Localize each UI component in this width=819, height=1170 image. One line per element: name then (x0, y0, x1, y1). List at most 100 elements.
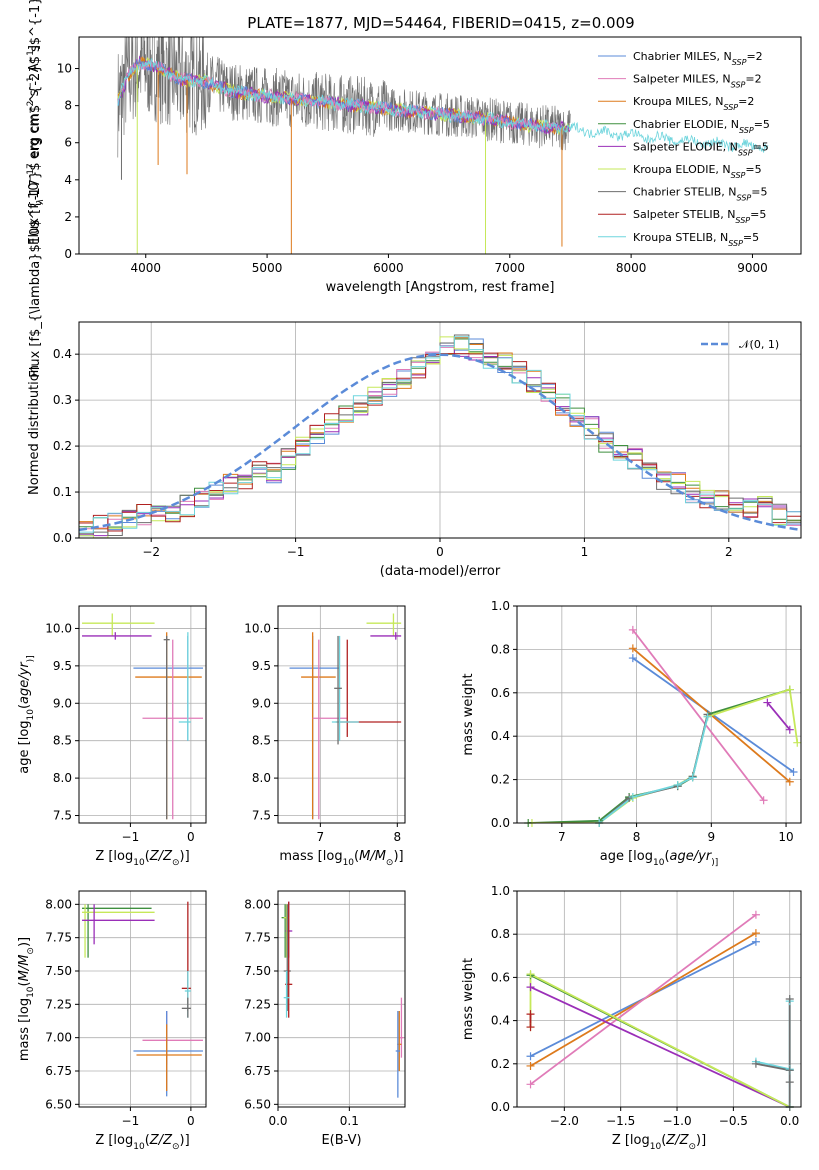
plot-area (79, 606, 206, 823)
plus-marker (785, 685, 794, 694)
label-part: )] (180, 849, 190, 864)
legend-label: Kroupa ELODIE, NSSP=5 (633, 163, 762, 180)
legend-text: Chabrier STELIB, N (633, 186, 737, 199)
x-tick-label: −2 (142, 545, 160, 559)
y-tick-label: 8.0 (252, 771, 271, 785)
label-part: Z/Z (149, 849, 173, 864)
label-part: 10 (343, 858, 355, 868)
legend-suffix: =5 (751, 186, 767, 199)
y-axis-label: Normed distribution (27, 365, 42, 495)
label-part: 10 (653, 858, 665, 868)
x-tick-label: −1 (287, 545, 305, 559)
y-tick-label: 9.5 (252, 659, 271, 673)
plus-marker (673, 781, 682, 790)
label-part: M/M (17, 955, 32, 982)
x-tick-label: −2.0 (550, 1114, 579, 1128)
axes-frame (78, 36, 802, 255)
x-tick-label: 10 (778, 830, 793, 844)
y-tick-label: 0 (64, 247, 72, 261)
plus-marker (688, 773, 697, 782)
y-tick-label: 7.50 (244, 964, 271, 978)
plus-marker (751, 1059, 760, 1068)
y-tick-label: 0.8 (491, 927, 510, 941)
x-axis-label: E(B-V) (321, 1133, 361, 1148)
salpeter-elodie-line (766, 702, 791, 731)
y-tick-label: 10.0 (244, 621, 271, 635)
x-axis-label: Z [log10(Z/Z⊙)] (612, 1133, 706, 1152)
label-part: ] (27, 45, 42, 50)
plot-area (278, 891, 405, 1107)
label-part: )] (17, 937, 32, 947)
residuals-panel: −2 −1 0 1 2 0.0 0.1 0.2 0.3 0.4 (data-model)/error… (27, 321, 802, 579)
legend-text: Kroupa STELIB, N (633, 231, 728, 244)
legend-label: Salpeter STELIB, NSSP=5 (633, 208, 766, 225)
x-tick-label: 9000 (737, 261, 768, 275)
y-tick-label: 10.0 (45, 621, 72, 635)
plot-area (278, 606, 405, 823)
plus-marker (526, 1023, 535, 1032)
label-part: )] (696, 1133, 706, 1148)
legend-label: Salpeter ELODIE, NSSP=5 (633, 140, 769, 157)
y-tick-label: 8 (64, 99, 72, 113)
label-part: ( (17, 704, 32, 709)
x-tick-label: 8 (633, 830, 641, 844)
kroupa-elodie-line (531, 688, 799, 823)
label-part: ⊙ (688, 1142, 696, 1152)
x-tick-label: 7000 (494, 261, 525, 275)
age-vs-mass-panel: 7 8 7.5 8.0 8.5 9.0 9.5 10.0 mass [log10(M/M⊙)] (244, 605, 406, 868)
y-axis-label: Flux [fλ10−17 erg cm−2 s−1 A−1] (26, 45, 46, 245)
x-tick-label: 0 (436, 545, 444, 559)
label-part: −2 (26, 101, 36, 114)
plot-area (117, 37, 769, 254)
y-tick-label: 6.50 (45, 1097, 72, 1111)
legend-sub: SSP (732, 58, 747, 67)
plus-marker (628, 644, 637, 653)
label-part: ( (17, 981, 32, 986)
y-tick-label: 0.0 (491, 816, 510, 830)
figure-title: PLATE=1877, MJD=54464, FIBERID=0415, z=0… (247, 14, 634, 32)
y-tick-label: 6.75 (45, 1064, 72, 1078)
x-tick-label: 7 (317, 830, 325, 844)
axes-frame (78, 321, 802, 539)
label-part: mass [log (279, 849, 342, 864)
y-tick-label: 0.3 (53, 393, 72, 407)
plot-area (517, 606, 801, 823)
y-tick-label: 8.00 (45, 897, 72, 911)
y-tick-label: 9.0 (53, 696, 72, 710)
label-part: −1 (26, 76, 36, 89)
label-part: 10 (133, 1142, 145, 1152)
legend-suffix: =2 (746, 50, 762, 63)
y-tick-label: 0.4 (53, 347, 72, 361)
legend-suffix: =2 (745, 73, 761, 86)
label-part: ( (145, 849, 150, 864)
kroupa-stelib-histogram (79, 336, 801, 533)
y-tick-label: 0.4 (491, 729, 510, 743)
plot-area (517, 891, 801, 1107)
chabrier-stelib-line (755, 999, 791, 1107)
y-tick-label: 8.5 (252, 734, 271, 748)
y-tick-label: 9.0 (252, 696, 271, 710)
label-part: Flux [f (27, 204, 42, 245)
age-vs-z-panel: −1 07.58.08.59.09.510.0Z [log10(Z/Z⊙)]age… (17, 605, 207, 868)
plus-marker (785, 777, 794, 786)
plus-marker (526, 1061, 535, 1070)
y-tick-label: 10 (57, 62, 72, 76)
kroupa-elodie-line (529, 972, 791, 1107)
y-tick-label: 0.6 (491, 686, 510, 700)
x-tick-label: 8 (393, 830, 401, 844)
plot-area (79, 322, 801, 538)
legend-suffix: =2 (738, 95, 754, 108)
y-tick-label: 4 (64, 173, 72, 187)
y-tick-label: 8.00 (244, 897, 271, 911)
label-part: 10 (27, 182, 42, 199)
label-part: 10 (26, 986, 36, 998)
y-tick-label: 0.0 (53, 531, 72, 545)
y-tick-label: 8.5 (53, 734, 72, 748)
x-tick-label: 0.0 (268, 1114, 287, 1128)
salpeter-elodie-line (530, 986, 791, 1107)
axes-frame (516, 890, 802, 1108)
label-part: ⊙ (172, 1142, 180, 1152)
y-tick-label: 7.5 (252, 809, 271, 823)
plus-marker (751, 910, 760, 919)
